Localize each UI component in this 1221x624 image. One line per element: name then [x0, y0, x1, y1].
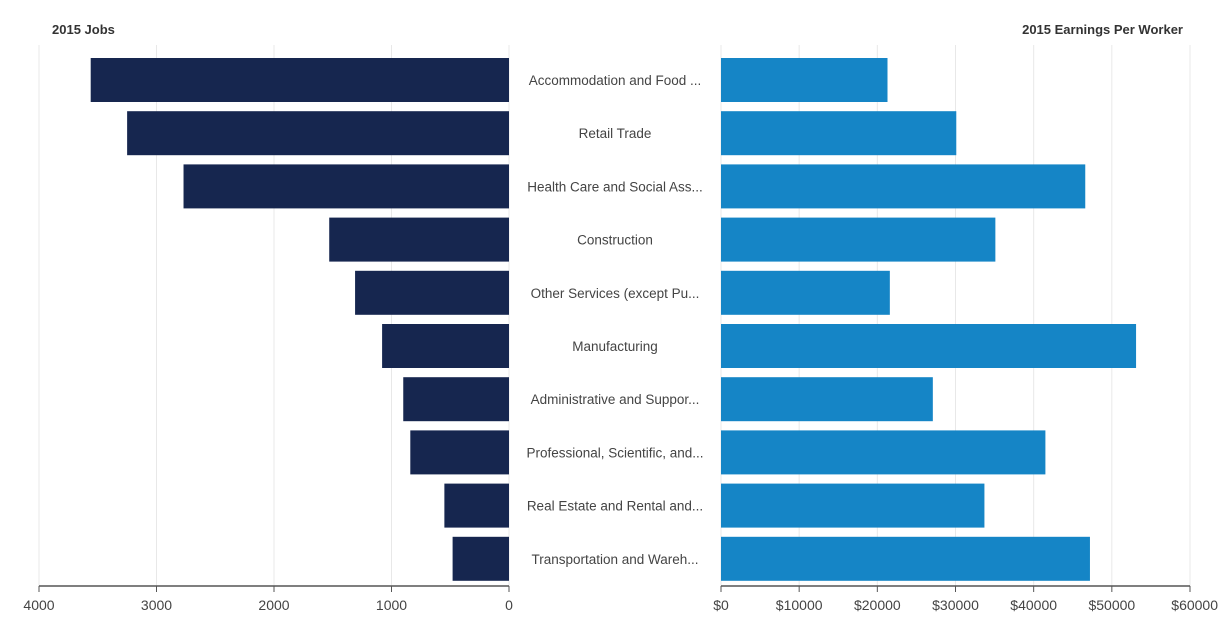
- earnings-bar: [721, 217, 996, 262]
- earnings-bar: [721, 111, 957, 156]
- earnings-bar: [721, 270, 890, 315]
- left-panel-title: 2015 Jobs: [52, 22, 115, 37]
- category-label: Real Estate and Rental and...: [527, 499, 703, 514]
- right-tick-label: $50000: [1088, 597, 1135, 613]
- category-label: Professional, Scientific, and...: [526, 445, 703, 460]
- category-label: Construction: [577, 233, 653, 248]
- right-tick-label: $20000: [854, 597, 901, 613]
- right-tick-label: $10000: [776, 597, 823, 613]
- category-label: Health Care and Social Ass...: [527, 179, 703, 194]
- jobs-bar: [355, 270, 509, 315]
- left-tick-label: 0: [505, 597, 513, 613]
- left-tick-label: 3000: [141, 597, 172, 613]
- jobs-bar: [452, 536, 509, 581]
- category-label: Manufacturing: [572, 339, 658, 354]
- jobs-bar: [329, 217, 509, 262]
- left-tick-label: 2000: [258, 597, 289, 613]
- category-label: Administrative and Suppor...: [531, 392, 700, 407]
- right-panel-title: 2015 Earnings Per Worker: [1022, 22, 1183, 37]
- earnings-bar: [721, 164, 1086, 209]
- earnings-bar: [721, 536, 1090, 581]
- category-label: Transportation and Wareh...: [531, 552, 698, 567]
- category-label: Other Services (except Pu...: [531, 286, 700, 301]
- jobs-bar: [444, 483, 509, 528]
- earnings-bar: [721, 324, 1137, 368]
- left-tick-label: 4000: [23, 597, 54, 613]
- category-label: Accommodation and Food ...: [529, 73, 702, 88]
- right-tick-label: $60000: [1171, 597, 1218, 613]
- jobs-bar: [127, 111, 509, 156]
- jobs-bar: [410, 430, 509, 475]
- left-tick-label: 1000: [376, 597, 407, 613]
- earnings-bar: [721, 430, 1046, 475]
- jobs-bar: [90, 58, 509, 102]
- category-label: Retail Trade: [579, 126, 652, 141]
- jobs-bar: [403, 377, 509, 422]
- earnings-bar: [721, 483, 985, 528]
- jobs-bar: [382, 324, 509, 368]
- right-tick-label: $40000: [1010, 597, 1057, 613]
- right-tick-label: $0: [713, 597, 729, 613]
- earnings-bar: [721, 58, 888, 102]
- right-tick-label: $30000: [932, 597, 979, 613]
- jobs-bar: [183, 164, 509, 209]
- earnings-bar: [721, 377, 933, 422]
